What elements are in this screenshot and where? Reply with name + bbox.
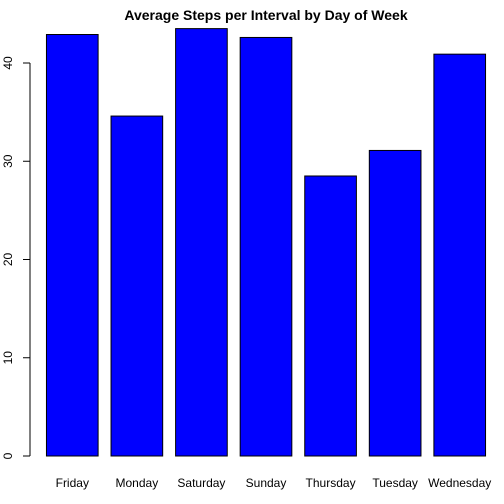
x-tick-label-tuesday: Tuesday (372, 476, 418, 490)
bars-group (45, 28, 487, 457)
bar-sunday (239, 36, 293, 457)
bar-wednesday (433, 53, 487, 457)
y-tick-label: 30 (1, 154, 15, 168)
x-tick-labels: Friday Monday Saturday Sunday Thursday Tuesda… (56, 476, 492, 490)
bar-thursday (304, 175, 357, 457)
bar-friday (45, 34, 99, 457)
x-tick-label-sunday: Sunday (246, 476, 287, 490)
bar-tuesday (368, 149, 422, 457)
x-tick-label-monday: Monday (116, 476, 159, 490)
y-tick-label: 10 (1, 351, 15, 365)
x-tick-label-friday: Friday (56, 476, 89, 490)
y-tick-label: 40 (1, 56, 15, 70)
x-tick-label-thursday: Thursday (306, 476, 356, 490)
x-tick-label-saturday: Saturday (177, 476, 225, 490)
x-tick-label-wednesday: Wednesday (428, 476, 491, 490)
y-tick-label: 20 (1, 253, 15, 267)
chart-title: Average Steps per Interval by Day of Wee… (124, 7, 407, 23)
y-tick-label: 0 (1, 452, 15, 459)
bar-saturday (175, 28, 228, 457)
bar-monday (110, 115, 164, 457)
y-axis: 0 10 20 30 40 (1, 56, 31, 459)
